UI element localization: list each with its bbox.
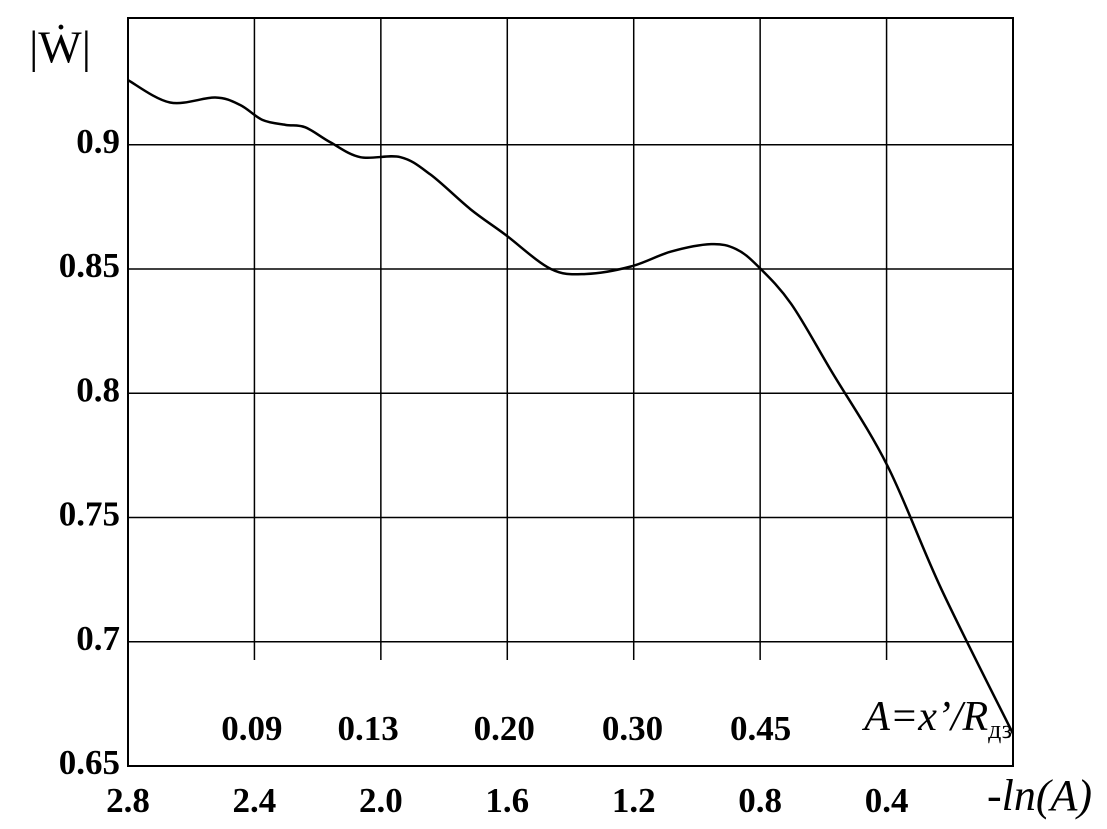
y-tick-label: 0.65 <box>59 743 120 782</box>
y-tick-label: 0.8 <box>76 370 120 409</box>
x-tick-label: 2.8 <box>106 781 150 820</box>
annotation-sub: дз <box>988 715 1012 744</box>
y-tick-label: 0.7 <box>76 619 120 658</box>
secondary-x-tick-label: 0.45 <box>730 709 791 748</box>
annotation: A=x’/Rдз <box>861 694 1012 744</box>
y-axis-label: |Ẇ| <box>29 22 91 73</box>
x-axis-label: -ln(A) <box>987 771 1092 820</box>
plot-frame <box>127 17 1014 767</box>
y-tick-label: 0.85 <box>59 246 120 285</box>
y-tick-label: 0.9 <box>76 122 120 161</box>
x-tick-label: 1.2 <box>612 781 656 820</box>
x-tick-label: 1.6 <box>485 781 529 820</box>
x-tick-label: 0.8 <box>738 781 782 820</box>
y-tick-label: 0.75 <box>59 495 120 534</box>
line <box>127 79 1015 735</box>
secondary-x-tick-label: 0.20 <box>474 709 535 748</box>
secondary-x-tick-label: 0.13 <box>338 709 399 748</box>
x-tick-label: 2.4 <box>233 781 277 820</box>
secondary-x-tick-label: 0.09 <box>221 709 282 748</box>
x-tick-label: 2.0 <box>359 781 403 820</box>
secondary-x-tick-label: 0.30 <box>602 709 663 748</box>
annotation-main: A=x’/R <box>861 694 988 740</box>
x-tick-label: 0.4 <box>865 781 909 820</box>
